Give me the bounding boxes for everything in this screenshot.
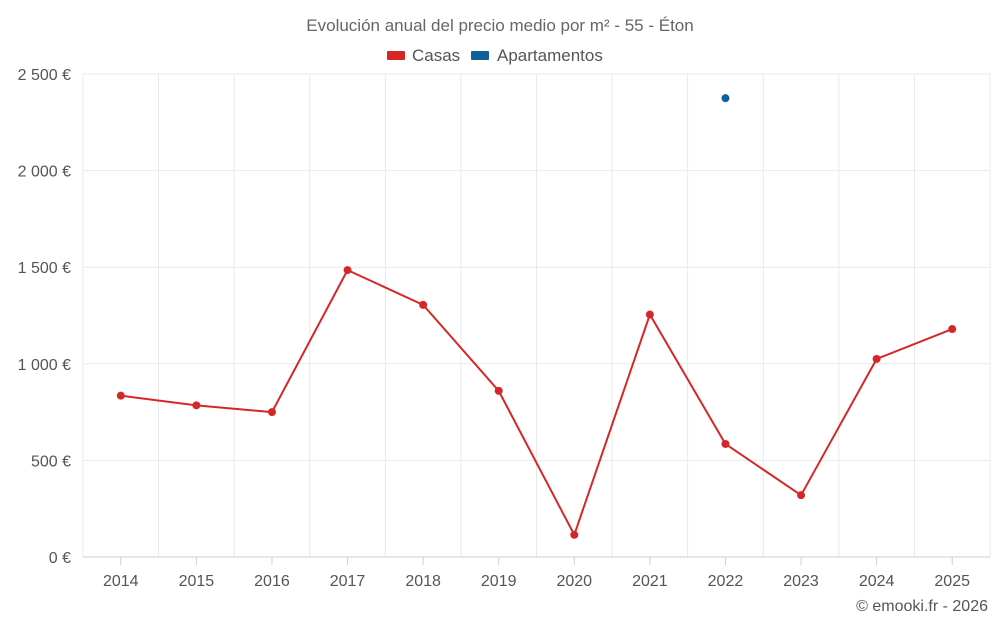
legend-swatch-apartamentos: [471, 51, 489, 60]
grid-layer: [82, 73, 991, 557]
x-tick-label: 2025: [934, 573, 970, 590]
x-tick-label: 2017: [330, 573, 366, 590]
y-tick-label: 2 500 €: [18, 67, 71, 84]
data-point-casas-2020[interactable]: [570, 530, 579, 539]
x-tick-label: 2023: [783, 573, 819, 590]
y-tick-label: 0 €: [49, 550, 71, 567]
legend-swatch-casas: [387, 51, 405, 60]
legend-item-apartamentos[interactable]: Apartamentos: [471, 46, 603, 65]
data-point-casas-2019[interactable]: [494, 386, 503, 395]
x-tick-label: 2020: [556, 573, 592, 590]
axis-layer: 0 € 500 € 1 000 € 1 500 € 2 000 € 2 500 € 2014…: [18, 67, 990, 590]
y-tick-label: 1 500 €: [18, 260, 71, 277]
data-point-casas-2016[interactable]: [267, 408, 276, 417]
x-tick-label: 2014: [103, 573, 139, 590]
y-tick-label: 2 000 €: [18, 164, 71, 181]
data-point-casas-2015[interactable]: [192, 401, 201, 410]
data-point-casas-2025[interactable]: [948, 325, 957, 334]
data-point-casas-2024[interactable]: [872, 354, 881, 363]
x-tick-label: 2024: [859, 573, 895, 590]
series-layer: [116, 94, 957, 539]
data-point-casas-2023[interactable]: [797, 491, 806, 500]
x-tick-label: 2019: [481, 573, 517, 590]
data-point-casas-2018[interactable]: [419, 300, 428, 309]
data-point-casas-2022[interactable]: [721, 439, 730, 448]
x-tick-label: 2021: [632, 573, 668, 590]
legend-item-casas[interactable]: Casas: [387, 46, 460, 65]
data-point-casas-2014[interactable]: [116, 391, 125, 400]
legend-label-apartamentos: Apartamentos: [497, 46, 603, 65]
chart-credit: © emooki.fr - 2026: [856, 598, 988, 615]
x-tick-label: 2018: [405, 573, 441, 590]
legend: Casas Apartamentos: [387, 46, 603, 65]
x-tick-label: 2015: [179, 573, 215, 590]
data-point-casas-2017[interactable]: [343, 266, 352, 275]
x-tick-label: 2016: [254, 573, 290, 590]
y-tick-label: 500 €: [31, 453, 71, 470]
series-line-casas: [120, 269, 953, 536]
legend-label-casas: Casas: [412, 46, 460, 65]
y-tick-label: 1 000 €: [18, 357, 71, 374]
chart-title: Evolución anual del precio medio por m² …: [306, 16, 693, 35]
x-tick-label: 2022: [708, 573, 744, 590]
data-point-casas-2021[interactable]: [645, 310, 654, 319]
data-point-apartamentos-2022[interactable]: [721, 94, 730, 103]
